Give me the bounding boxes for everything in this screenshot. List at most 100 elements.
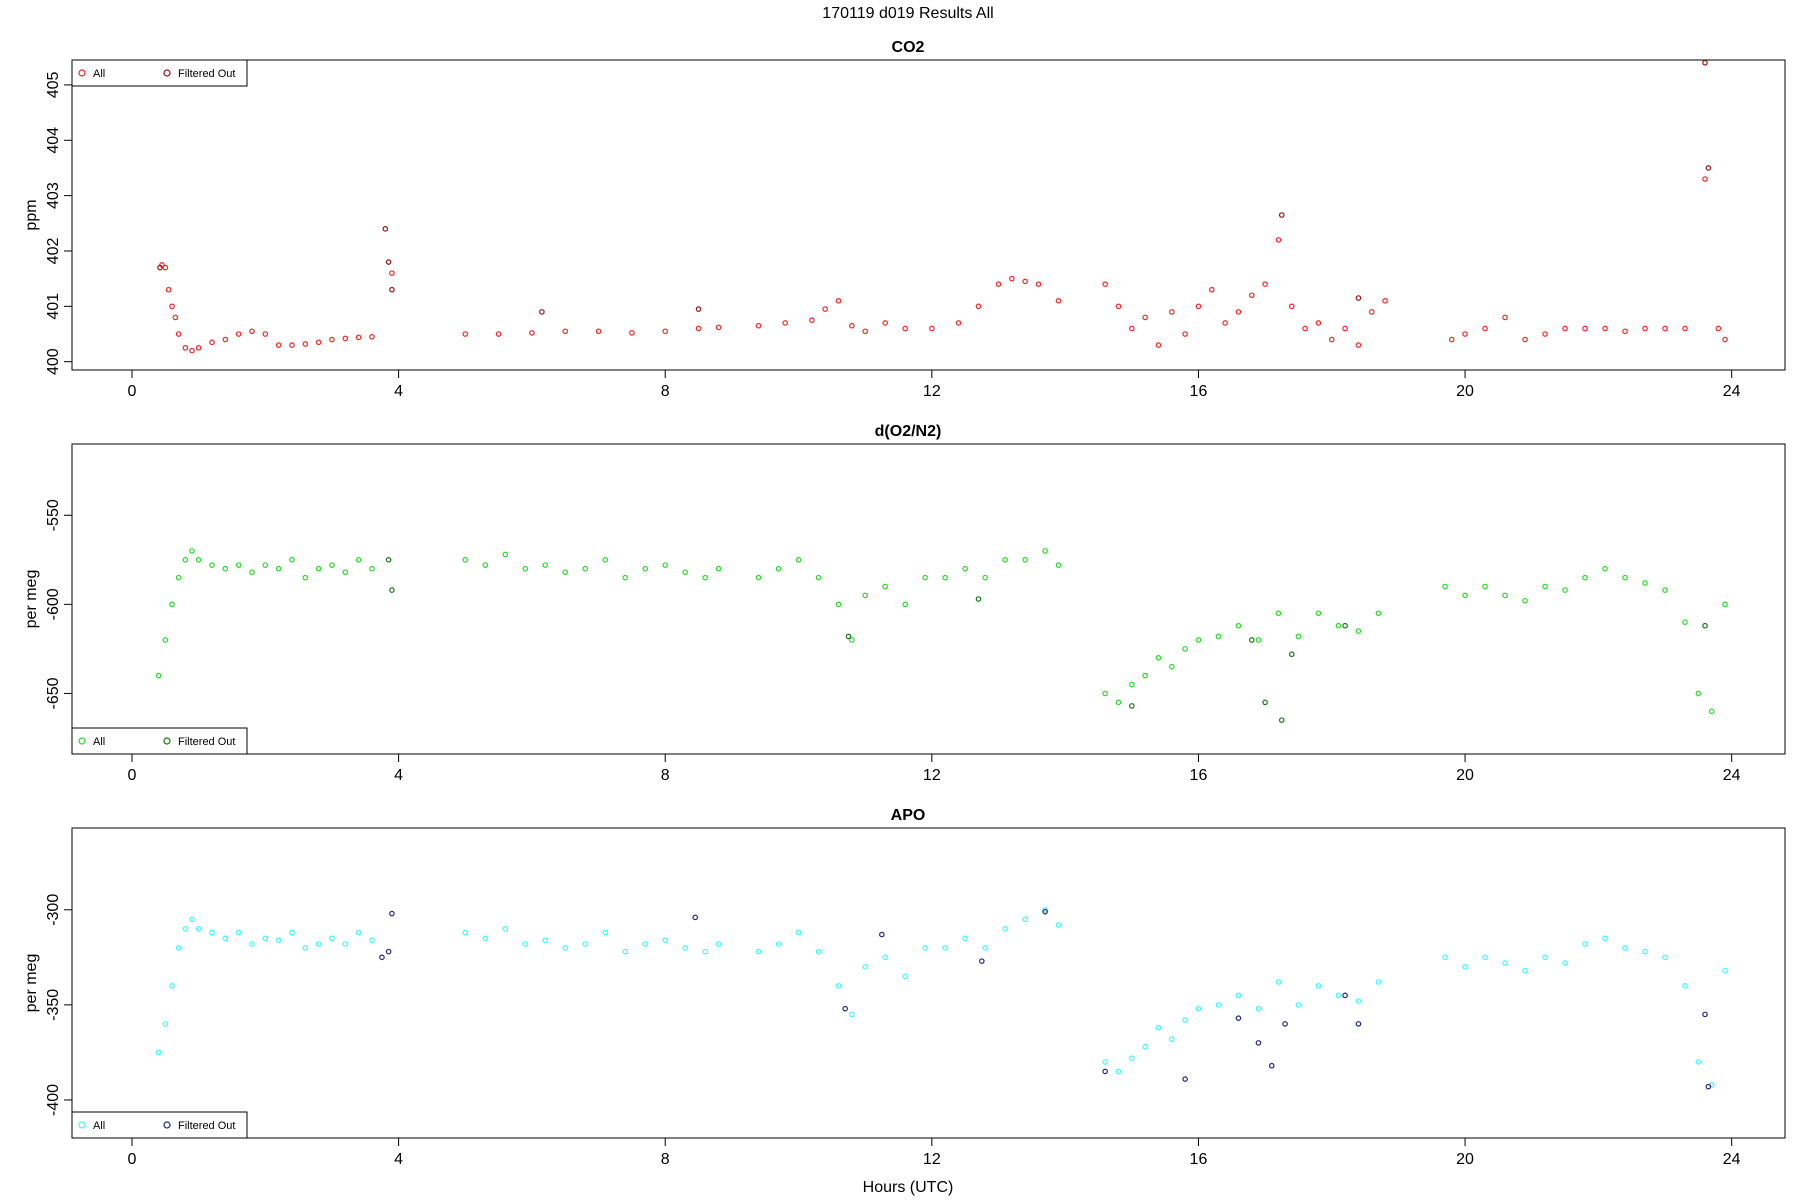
do2n2-legend: All Filtered Out: [71, 727, 248, 755]
apo-point-all: [1042, 906, 1048, 913]
co2-point-all: [1055, 298, 1062, 304]
apo-point-all: [982, 945, 988, 951]
co2-point-all: [995, 281, 1002, 287]
apo-point-filtered: [385, 948, 392, 955]
co2-point-all: [1009, 275, 1015, 282]
apo-legend-label: Filtered Out: [178, 1120, 235, 1132]
do2n2-point-all: [1462, 592, 1468, 599]
do2n2-point-all: [1375, 610, 1382, 617]
apo-point-all: [302, 945, 309, 951]
apo-point-filtered: [1102, 1068, 1108, 1075]
co2-point-all: [1602, 325, 1608, 332]
co2-point-filtered: [385, 259, 392, 265]
apo-legend: All Filtered Out: [71, 1111, 248, 1139]
apo-point-all: [835, 983, 842, 989]
apo-point-all: [235, 929, 242, 936]
apo-point-all: [249, 941, 255, 947]
co2-point-all: [1328, 336, 1335, 343]
apo-point-all: [1002, 925, 1008, 932]
apo-point-all: [642, 941, 649, 947]
apo-point-all: [195, 925, 202, 932]
co2-point-all: [1222, 320, 1228, 326]
co2-panel: CO2 ppm 0 4 8 12 16 20 24 400 401 402 403 404 405 All…: [23, 39, 1786, 400]
co2-point-all: [1482, 325, 1488, 332]
apo-point-filtered: [1235, 1015, 1242, 1021]
do2n2-point-all: [1142, 672, 1148, 679]
co2-point-all: [835, 298, 842, 304]
co2-plot-area: [71, 59, 1786, 371]
apo-point-all: [1502, 960, 1508, 966]
do2n2-point-all: [289, 557, 295, 563]
co2-point-all: [369, 333, 375, 340]
co2-point-all: [1562, 325, 1568, 332]
co2-point-filtered: [382, 226, 389, 232]
do2n2-legend-label: All: [93, 736, 105, 748]
apo-y-tick-label: -300: [45, 894, 62, 926]
do2n2-point-all: [1055, 562, 1062, 568]
co2-point-all: [182, 345, 189, 351]
apo-point-all: [775, 941, 782, 947]
co2-point-all: [1462, 331, 1468, 337]
co2-point-all: [302, 341, 309, 347]
apo-point-all: [715, 941, 722, 947]
co2-y-tick-label: 402: [45, 238, 62, 265]
do2n2-y-axis-label: per meg: [23, 570, 40, 629]
do2n2-point-all: [815, 574, 822, 581]
apo-point-all: [355, 929, 362, 936]
co2-point-all: [755, 322, 762, 329]
apo-point-all: [1602, 935, 1608, 942]
apo-point-all: [1462, 964, 1468, 970]
apo-point-filtered: [842, 1005, 848, 1012]
apo-point-all: [1482, 954, 1488, 961]
do2n2-point-all: [342, 569, 349, 576]
do2n2-point-all: [1002, 557, 1008, 563]
do2n2-point-all: [1355, 628, 1362, 634]
do2n2-point-all: [195, 557, 202, 563]
co2-point-all: [1448, 336, 1455, 343]
co2-point-all: [1582, 325, 1588, 332]
do2n2-point-all: [209, 562, 215, 568]
apo-point-all: [942, 945, 948, 951]
co2-legend-box: [71, 59, 248, 87]
apo-point-all: [342, 941, 349, 947]
do2n2-point-all: [262, 562, 269, 568]
co2-point-filtered: [695, 306, 702, 312]
co2-point-all: [342, 335, 349, 342]
co2-point-all: [462, 331, 469, 337]
do2n2-point-all: [662, 562, 669, 568]
co2-point-all: [209, 339, 215, 346]
co2-point-all: [1235, 309, 1242, 315]
co2-point-all: [1715, 325, 1722, 332]
do2n2-point-all: [982, 574, 988, 581]
do2n2-point-all: [222, 565, 229, 572]
apo-x-tick-label: 24: [1723, 1151, 1741, 1168]
apo-point-filtered: [692, 914, 699, 921]
apo-point-all: [1295, 1002, 1302, 1008]
apo-point-all: [922, 945, 928, 951]
do2n2-point-all: [1442, 583, 1448, 590]
co2-point-all: [1682, 325, 1688, 332]
do2n2-point-all: [1562, 587, 1568, 593]
apo-point-all: [602, 929, 609, 936]
do2n2-point-all: [329, 562, 335, 568]
co2-point-all: [162, 264, 169, 271]
do2n2-point-filtered: [389, 587, 395, 593]
do2n2-point-all: [1155, 654, 1162, 661]
do2n2-point-all: [622, 574, 629, 581]
apo-point-all: [369, 937, 375, 944]
apo-point-all: [262, 935, 269, 942]
co2-point-all: [1262, 281, 1268, 287]
do2n2-point-all: [715, 565, 722, 572]
do2n2-point-all: [1102, 690, 1108, 697]
co2-x-tick-label: 20: [1456, 383, 1474, 400]
co2-y-tick-label: 403: [45, 182, 62, 209]
apo-points: [155, 906, 1728, 1090]
co2-legend-marker: [78, 69, 86, 77]
apo-point-filtered: [379, 954, 385, 961]
apo-point-filtered: [1705, 1083, 1712, 1090]
do2n2-point-all: [355, 557, 362, 563]
do2n2-point-filtered: [1262, 699, 1268, 706]
do2n2-point-all: [942, 574, 948, 581]
apo-point-all: [815, 948, 822, 955]
apo-point-all: [1142, 1043, 1148, 1050]
